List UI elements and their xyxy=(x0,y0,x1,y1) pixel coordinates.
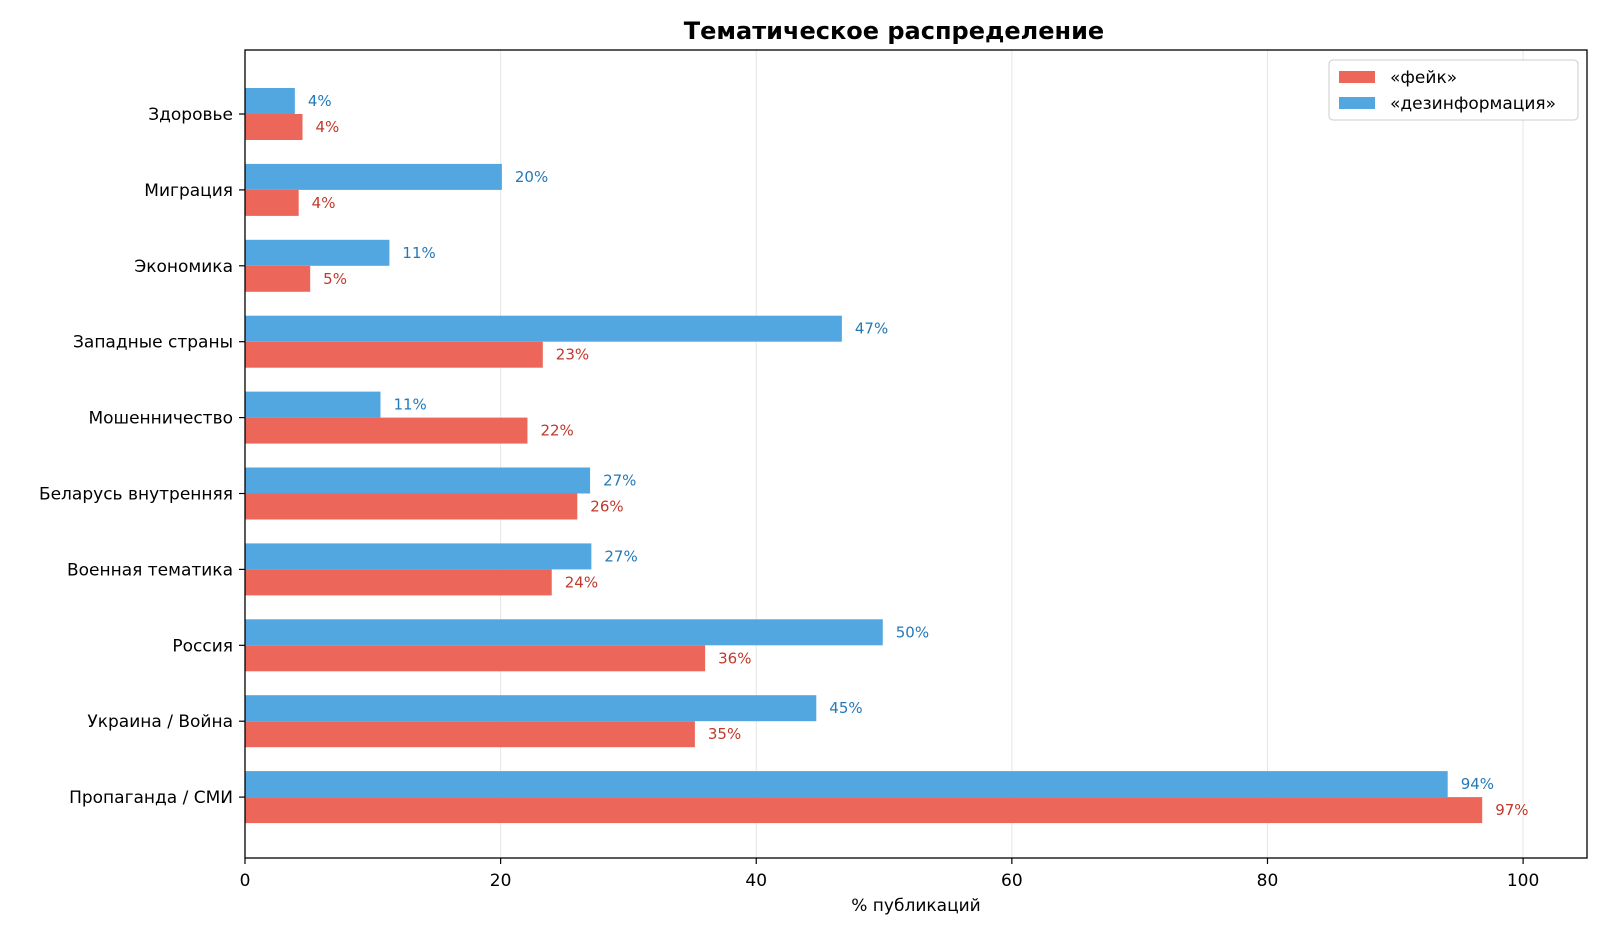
y-tick-label: Западные страны xyxy=(73,333,233,353)
bar-disinfo xyxy=(245,543,592,570)
x-tick-label: 40 xyxy=(745,871,767,891)
bars xyxy=(245,88,1483,824)
value-label-disinfo: 20% xyxy=(515,168,548,186)
bar-disinfo xyxy=(245,391,381,418)
y-tick-label: Здоровье xyxy=(148,105,233,125)
y-tick-label: Мошенничество xyxy=(88,409,233,429)
y-axis-ticks: Здоровье Миграция Экономика Западные страны… xyxy=(39,105,245,808)
value-label-disinfo: 27% xyxy=(604,547,637,565)
bar-fake xyxy=(245,797,1483,824)
bar-fake xyxy=(245,189,299,216)
x-axis-ticks: 0 20 40 60 80 100 xyxy=(240,858,1539,891)
bar-fake xyxy=(245,265,311,292)
bar-disinfo xyxy=(245,315,842,342)
y-tick-label: Беларусь внутренняя xyxy=(39,485,233,505)
legend-frame xyxy=(1328,59,1579,121)
x-tick-label: 80 xyxy=(1257,871,1279,891)
value-label-fake: 36% xyxy=(718,649,751,667)
chart-title: Тематическое распределение xyxy=(684,17,1104,45)
bar-disinfo xyxy=(245,88,295,114)
value-labels: 4% 4% 5% 23% 22% 26% 24% 36% 35% 97% 4% 20% 11% 47% 11… xyxy=(308,92,1529,819)
bar-fake xyxy=(245,114,303,140)
value-label-fake: 26% xyxy=(590,498,623,516)
bar-disinfo xyxy=(245,163,502,190)
x-axis-label: % публикаций xyxy=(851,896,980,916)
x-tick-label: 60 xyxy=(1001,871,1023,891)
bar-disinfo xyxy=(245,467,591,494)
value-label-disinfo: 11% xyxy=(402,244,435,262)
value-label-fake: 97% xyxy=(1495,801,1528,819)
value-label-fake: 35% xyxy=(708,725,741,743)
y-tick-label: Украина / Война xyxy=(87,712,233,732)
bar-fake xyxy=(245,493,578,520)
x-tick-label: 0 xyxy=(240,871,251,891)
bar-fake xyxy=(245,569,552,596)
value-label-disinfo: 47% xyxy=(855,320,888,338)
value-label-fake: 4% xyxy=(312,194,336,212)
bar-disinfo xyxy=(245,239,390,266)
value-label-disinfo: 4% xyxy=(308,92,332,110)
bar-disinfo xyxy=(245,771,1448,798)
bar-fake xyxy=(245,417,528,444)
value-label-disinfo: 50% xyxy=(896,623,929,641)
bar-fake xyxy=(245,341,543,368)
bar-fake xyxy=(245,721,695,748)
bar-fake xyxy=(245,645,706,672)
y-tick-label: Экономика xyxy=(134,257,233,277)
legend: «фейк» «дезинформация» xyxy=(1328,59,1579,121)
legend-label-disinfo: «дезинформация» xyxy=(1390,94,1556,114)
y-tick-label: Миграция xyxy=(144,181,233,201)
plot-frame xyxy=(244,49,1588,859)
value-label-fake: 4% xyxy=(316,118,340,136)
value-label-disinfo: 27% xyxy=(603,472,636,490)
value-label-disinfo: 11% xyxy=(393,396,426,414)
value-label-disinfo: 94% xyxy=(1461,775,1494,793)
y-tick-label: Пропаганда / СМИ xyxy=(69,788,233,808)
value-label-fake: 23% xyxy=(556,346,589,364)
value-label-fake: 24% xyxy=(565,573,598,591)
x-tick-label: 20 xyxy=(490,871,512,891)
bar-disinfo xyxy=(245,619,883,646)
x-tick-label: 100 xyxy=(1507,871,1539,891)
legend-swatch-disinfo xyxy=(1339,97,1375,109)
value-label-disinfo: 45% xyxy=(829,699,862,717)
y-tick-label: Военная тематика xyxy=(67,560,233,580)
y-tick-label: Россия xyxy=(172,636,233,656)
legend-label-fake: «фейк» xyxy=(1390,68,1457,88)
bar-disinfo xyxy=(245,695,817,722)
value-label-fake: 22% xyxy=(540,422,573,440)
legend-swatch-fake xyxy=(1339,71,1375,83)
value-label-fake: 5% xyxy=(323,270,347,288)
